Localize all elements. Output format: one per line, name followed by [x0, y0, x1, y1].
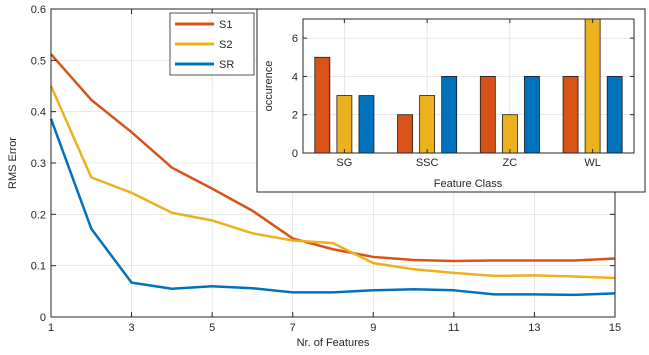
inset-x-tick-label: WL [584, 157, 601, 169]
inset-y-tick-label: 2 [292, 110, 298, 122]
bar-sr-wl [606, 76, 623, 154]
main-y-axis-label: RMS Error [7, 137, 19, 189]
main-x-tick-label: 5 [209, 322, 215, 334]
main-x-tick-label: 13 [528, 322, 540, 334]
main-x-tick-label: 15 [609, 322, 621, 334]
bar-s2-zc [501, 114, 518, 154]
inset-x-tick-label: ZC [503, 157, 518, 169]
inset-y-tick-label: 6 [292, 33, 298, 45]
inset-bars [314, 18, 623, 154]
main-y-tick-label: 0.6 [31, 4, 46, 16]
main-x-tick-label: 3 [129, 322, 135, 334]
main-y-tick-label: 0.1 [31, 261, 46, 273]
inset-plot-frame [302, 18, 635, 154]
inset-y-tick-label: 4 [292, 71, 298, 83]
main-x-tick-label: 7 [290, 322, 296, 334]
main-x-tick-label: 1 [48, 322, 54, 334]
inset-y-tick-label: 0 [292, 148, 298, 160]
inset-x-tick-label: SG [336, 157, 352, 169]
main-y-tick-label: 0.4 [31, 107, 46, 119]
legend: S1 S2 SR [169, 12, 255, 76]
main-series-lines [49, 53, 616, 297]
inset-y-axis-label: occurence [263, 61, 275, 112]
inset-axis-ticks: 0 2 4 6 SG SSC ZC WL [292, 19, 634, 169]
inset-x-axis-label: Feature Class [434, 178, 503, 190]
bar-s1-zc [479, 76, 496, 154]
legend-label-s1: S1 [219, 19, 232, 31]
bar-s2-ssc [419, 95, 436, 154]
legend-label-s2: S2 [219, 39, 232, 51]
main-y-tick-label: 0.5 [31, 55, 46, 67]
bar-sr-sg [358, 95, 375, 154]
main-x-tick-label: 9 [370, 322, 376, 334]
inset-x-tick-label: SSC [416, 157, 439, 169]
main-y-tick-label: 0.3 [31, 158, 46, 170]
main-x-axis-label: Nr. of Features [297, 337, 370, 349]
bar-s1-ssc [397, 114, 413, 154]
bar-s2-sg [336, 95, 353, 154]
legend-label-sr: SR [219, 59, 234, 71]
bar-s2-wl [584, 18, 601, 154]
bar-sr-zc [524, 76, 540, 154]
main-x-tick-label: 11 [448, 322, 459, 334]
main-y-tick-label: 0.2 [31, 209, 46, 221]
main-y-tick-label: 0 [40, 312, 46, 324]
bar-s1-sg [314, 56, 331, 154]
bar-sr-ssc [441, 76, 458, 154]
bar-s1-wl [562, 76, 579, 154]
